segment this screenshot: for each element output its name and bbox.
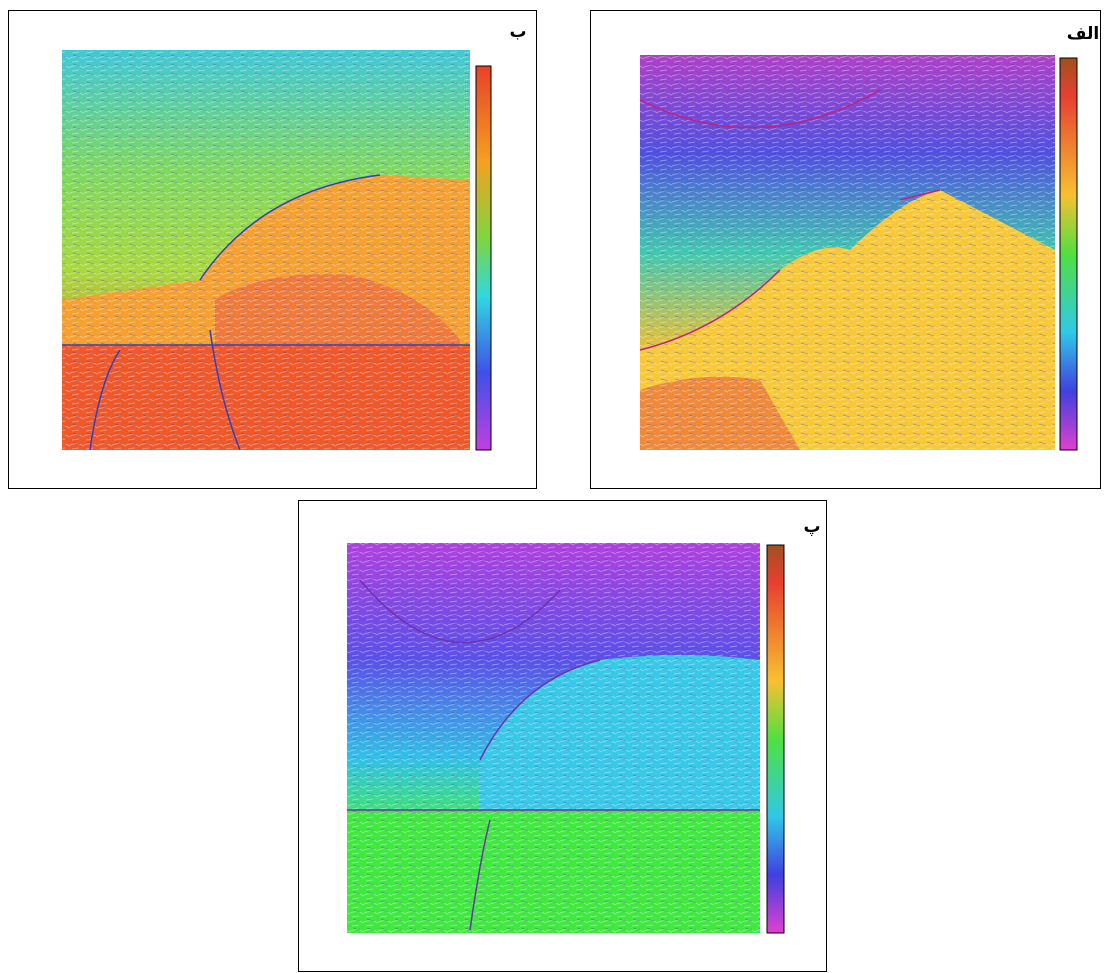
colorbar: [1060, 58, 1077, 450]
map-texture: [640, 55, 1055, 450]
colorbar: [767, 545, 784, 933]
panel-label: الف: [1067, 24, 1099, 44]
figure: ب الف پ: [0, 0, 1107, 973]
panel-label: ب: [509, 22, 526, 42]
map-texture: [62, 50, 470, 450]
map-texture: [347, 543, 760, 933]
colorbar: [476, 66, 491, 450]
panel-label: پ: [803, 517, 820, 537]
page: {"figure": {"panels": [{"label": "ب"}, {…: [0, 0, 1107, 973]
